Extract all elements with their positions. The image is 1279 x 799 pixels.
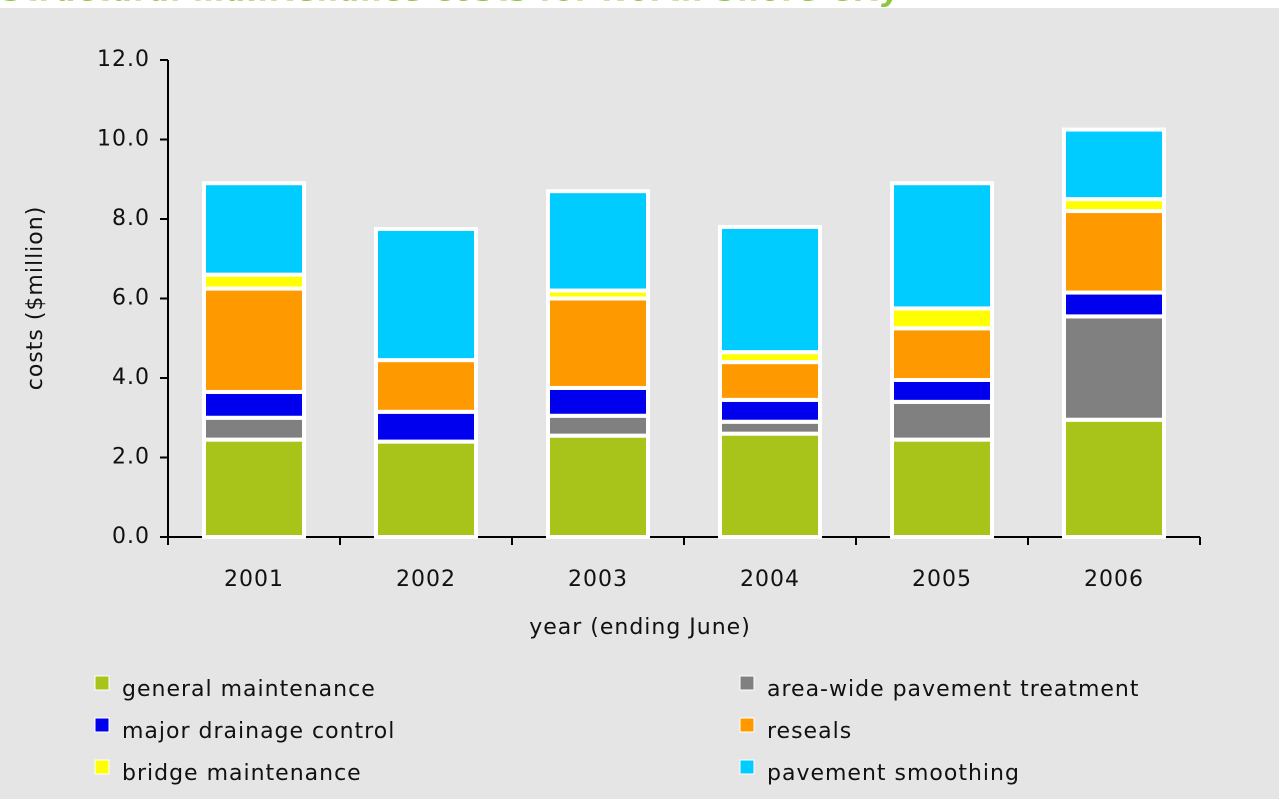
x-tick-label: 2005 [912, 567, 972, 592]
bar-segment [1062, 314, 1166, 422]
bar-segment [546, 433, 650, 540]
legend-swatch [94, 675, 110, 691]
bar-segment [718, 360, 822, 402]
bar-segment [374, 439, 478, 540]
x-tick-label: 2002 [396, 567, 456, 592]
bar-segment [890, 377, 994, 404]
legend-label: major drainage control [122, 719, 395, 744]
bar-segment [374, 226, 478, 363]
y-tick-label: 10.0 [97, 127, 150, 152]
x-tick-label: 2004 [740, 567, 800, 592]
bar-segment [890, 399, 994, 442]
legend-label: pavement smoothing [767, 761, 1020, 786]
bar-segment [890, 437, 994, 539]
bar-segment [546, 413, 650, 438]
bar-segment [1062, 290, 1166, 319]
bar-segment [202, 415, 306, 442]
legend-label: general maintenance [122, 677, 376, 702]
x-tick-label: 2006 [1084, 567, 1144, 592]
x-tick-label: 2003 [568, 567, 628, 592]
bar-segment [890, 306, 994, 331]
bar-segment [202, 286, 306, 394]
bar-segment [546, 296, 650, 390]
bar-segment [890, 181, 994, 311]
y-tick-label: 12.0 [97, 47, 150, 72]
bar-segment [374, 409, 478, 444]
legend-swatch [94, 759, 110, 775]
bar-segment [718, 224, 822, 355]
bar-segment [374, 358, 478, 414]
y-tick-label: 0.0 [112, 524, 150, 549]
legend-label: reseals [767, 719, 852, 744]
y-tick-label: 4.0 [112, 365, 150, 390]
bar-segment [1062, 209, 1166, 295]
bar-segment [1062, 127, 1166, 202]
bar-segment [202, 389, 306, 420]
bar-segment [546, 385, 650, 418]
legend-swatch [739, 759, 755, 775]
legend-swatch [94, 717, 110, 733]
y-tick-label: 8.0 [112, 206, 150, 231]
legend-swatch [739, 675, 755, 691]
x-axis-title: year (ending June) [529, 615, 751, 640]
legend-label: bridge maintenance [122, 761, 362, 786]
y-axis-title: costs ($million) [23, 206, 48, 391]
legend-label: area-wide pavement treatment [767, 677, 1140, 702]
chart-title: Structural maintenance costs for North S… [2, 0, 902, 9]
y-tick-label: 6.0 [112, 286, 150, 311]
bar-segment [1062, 417, 1166, 539]
x-tick-label: 2001 [224, 567, 284, 592]
bar-segment [202, 437, 306, 539]
bar-segment [202, 272, 306, 291]
y-tick-label: 2.0 [112, 445, 150, 470]
legend-swatch [739, 717, 755, 733]
bar-segment [546, 189, 650, 293]
bar-segment [202, 181, 306, 277]
bar-segment [718, 397, 822, 424]
bar-segment [890, 326, 994, 382]
bar-segment [718, 431, 822, 539]
